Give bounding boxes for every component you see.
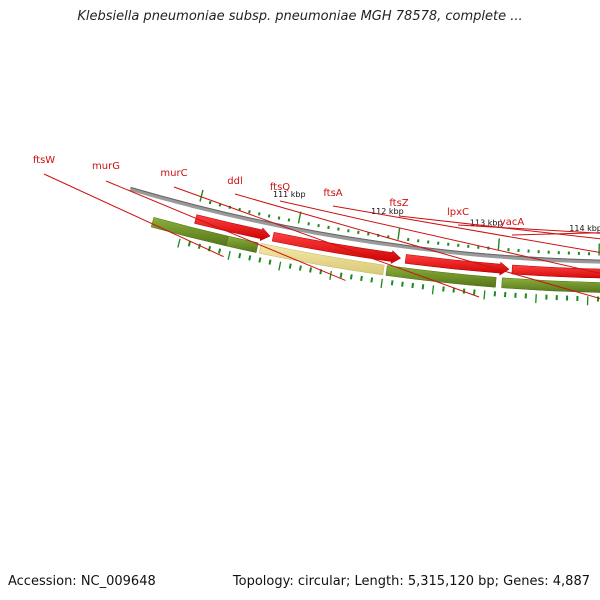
- outer-tick: [329, 270, 332, 281]
- outer-tick: [390, 280, 394, 286]
- minor-scale-tick: [287, 218, 291, 222]
- outer-tick: [227, 250, 231, 260]
- minor-scale-tick: [307, 222, 310, 226]
- outer-tick: [278, 261, 282, 271]
- outer-tick: [288, 263, 292, 269]
- outer-tick: [177, 238, 181, 248]
- outer-tick: [218, 248, 222, 254]
- gene-label-ftsA: ftsA: [323, 188, 342, 199]
- gene-leader-line: [173, 186, 480, 298]
- gene-label-ddl: ddl: [227, 176, 242, 187]
- gene-leader-line: [279, 200, 600, 274]
- minor-scale-tick: [257, 212, 261, 216]
- minor-scale-tick: [317, 223, 320, 228]
- outer-tick: [442, 286, 445, 292]
- minor-scale-tick: [208, 200, 212, 205]
- minor-scale-tick: [267, 214, 271, 218]
- gene-label-murC: murC: [160, 168, 187, 179]
- outer-tick: [339, 272, 343, 278]
- gene-leader-line: [398, 215, 600, 240]
- minor-scale-tick: [337, 227, 340, 231]
- feature-block: [501, 277, 600, 293]
- outer-tick: [298, 265, 302, 271]
- outer-tick: [258, 257, 262, 263]
- major-scale-tick: [497, 238, 500, 251]
- outer-tick: [248, 255, 252, 261]
- kbp-label: 111 kbp: [273, 190, 306, 199]
- outer-tick: [421, 284, 425, 290]
- gene-leader-line: [332, 205, 600, 254]
- accession-text: Accession: NC_009648: [8, 574, 156, 589]
- gene-leader-line: [457, 224, 600, 234]
- gene-label-murG: murG: [92, 161, 120, 172]
- outer-tick: [401, 281, 404, 287]
- kbp-label: 114 kbp: [569, 224, 600, 233]
- gene-leader-line: [234, 193, 600, 300]
- outer-tick: [535, 294, 537, 304]
- outer-tick: [309, 267, 313, 273]
- outer-tick: [380, 278, 383, 288]
- backbone-arc: [129, 186, 600, 264]
- backbone-arc-inner: [130, 186, 600, 261]
- map-title: Klebsiella pneumoniae subsp. pneumoniae …: [77, 9, 523, 24]
- feature-block: [225, 235, 259, 253]
- outer-tick: [187, 241, 192, 247]
- outer-tick: [483, 290, 486, 300]
- gene-leader-line: [43, 173, 224, 258]
- gene-label-ftsW: ftsW: [33, 155, 55, 166]
- outer-tick: [360, 275, 363, 282]
- gene-label-yacA: yacA: [500, 217, 525, 228]
- major-scale-tick: [199, 189, 204, 202]
- outer-tick: [197, 243, 202, 249]
- genome-summary-text: Topology: circular; Length: 5,315,120 bp…: [232, 574, 590, 589]
- outer-tick: [349, 274, 353, 280]
- major-scale-tick: [297, 211, 302, 224]
- minor-scale-tick: [248, 210, 251, 214]
- minor-scale-tick: [277, 216, 281, 220]
- outer-tick: [411, 282, 414, 289]
- kbp-label: 113 kbp: [470, 218, 503, 227]
- outer-tick: [370, 277, 374, 283]
- cds-track: [194, 214, 600, 279]
- kbp-label: 112 kbp: [371, 207, 404, 216]
- cds-arrow: [511, 264, 600, 279]
- outer-tick: [431, 285, 435, 295]
- cds-arrow: [404, 254, 510, 276]
- gene-label-lpxC: lpxC: [447, 207, 469, 218]
- minor-scale-tick: [327, 225, 330, 230]
- feature-track: [150, 217, 600, 293]
- outer-tick: [268, 259, 272, 265]
- cds-arrow: [271, 232, 402, 264]
- backbone-ring: [129, 186, 600, 264]
- gene-leader-line: [105, 180, 346, 281]
- major-scale-tick: [397, 227, 401, 240]
- gene-labels: ftsW murG murC ddl ftsQ ftsA ftsZ lpxC yacA: [33, 155, 600, 300]
- gene-label-ftsZ: ftsZ: [389, 198, 408, 209]
- gene-label-ftsQ: ftsQ: [270, 182, 290, 193]
- outer-tick: [238, 253, 242, 259]
- outer-tick-ring: [177, 238, 600, 306]
